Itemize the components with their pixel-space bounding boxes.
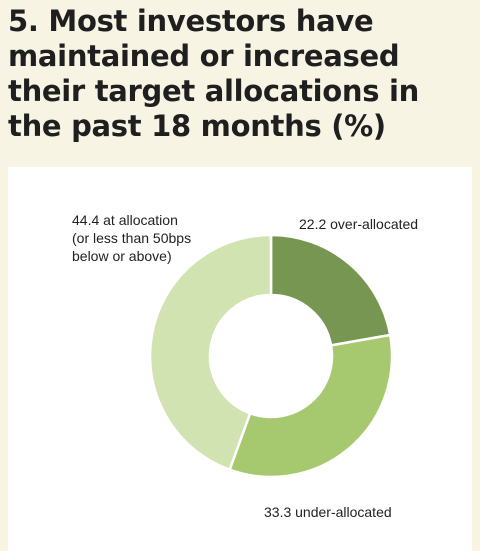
slice-over-allocated [269, 233, 392, 347]
label-line: (or less than 50bps [72, 230, 191, 246]
label-line: 44.4 at allocation [72, 212, 178, 228]
label-over-allocated: 22.2 over-allocated [299, 216, 418, 232]
label-line: 33.3 under-allocated [264, 504, 392, 520]
chart-title: 5. Most investors have maintained or inc… [8, 4, 419, 143]
label-line: 22.2 over-allocated [299, 216, 418, 232]
donut-slices [148, 233, 394, 479]
chart-panel: 22.2 over-allocated 33.3 under-allocated 4… [8, 167, 472, 551]
donut-chart: 22.2 over-allocated 33.3 under-allocated 4… [72, 212, 418, 520]
label-line: below or above) [72, 248, 172, 264]
label-under-allocated: 33.3 under-allocated [264, 504, 392, 520]
slice-at-allocation [148, 233, 273, 472]
label-at-allocation: 44.4 at allocation (or less than 50bps bel… [72, 212, 191, 264]
slice-labels: 22.2 over-allocated 33.3 under-allocated 4… [72, 212, 418, 520]
slice-under-allocated [228, 333, 394, 479]
